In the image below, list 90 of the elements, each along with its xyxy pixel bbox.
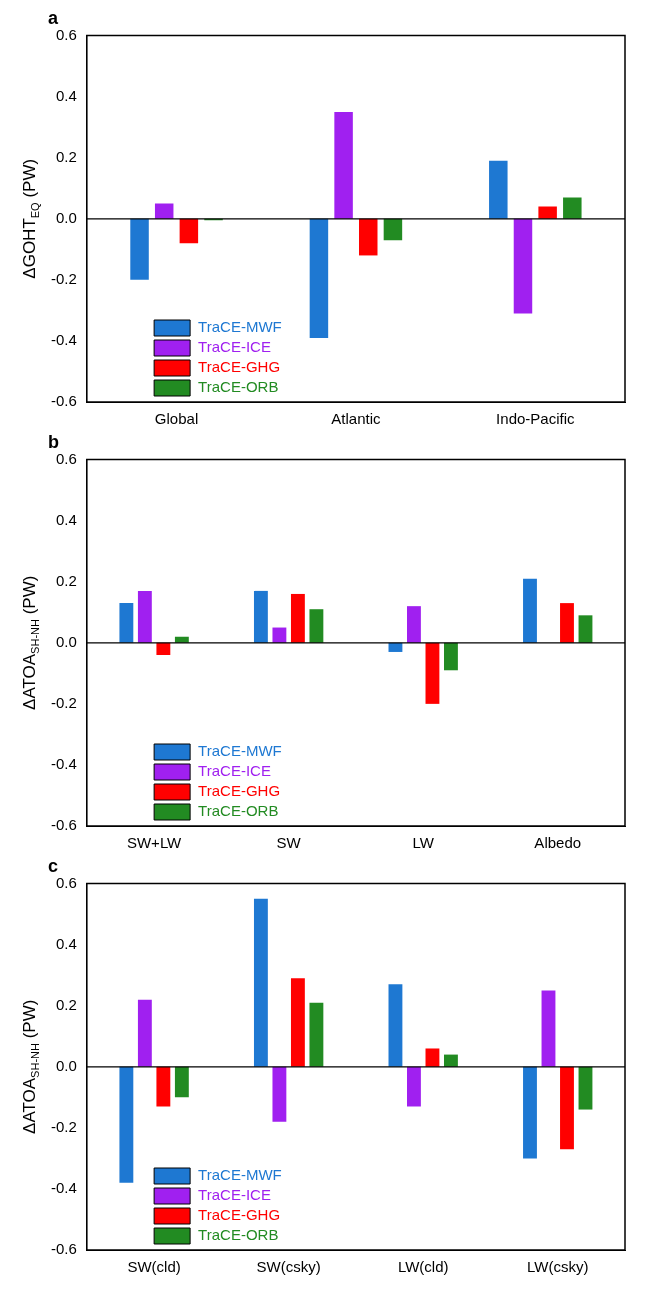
bar	[425, 1048, 440, 1067]
chart-title: c	[48, 855, 59, 876]
bar	[425, 642, 440, 704]
y-tick-label: 0.0	[55, 632, 77, 650]
legend-label: TraCE-GHG	[198, 358, 281, 376]
y-tick-label: -0.6	[50, 816, 77, 834]
x-tick-label: Global	[154, 410, 199, 428]
bar	[272, 1066, 287, 1122]
legend-label: TraCE-ICE	[198, 338, 271, 356]
legend-label: TraCE-MWF	[198, 318, 282, 336]
y-axis-title: ΔGOHTEQ (PW)	[19, 158, 42, 279]
bar	[444, 642, 458, 671]
bar	[407, 606, 421, 643]
legend-label: TraCE-GHG	[198, 1206, 281, 1224]
x-tick-label: Indo-Pacific	[496, 410, 575, 428]
legend-label: TraCE-ICE	[198, 762, 271, 780]
y-tick-label: -0.6	[50, 1240, 77, 1258]
bar	[523, 1066, 537, 1159]
x-tick-label: SW	[276, 834, 302, 852]
bar	[563, 197, 582, 219]
bar	[383, 218, 403, 241]
bar	[388, 984, 403, 1067]
y-axis-title: ΔATOASH-NH (PW)	[19, 575, 42, 710]
y-tick-label: 0.6	[55, 873, 77, 891]
bar	[156, 1066, 171, 1107]
x-tick-label: Albedo	[534, 834, 582, 852]
x-tick-label: SW+LW	[126, 834, 183, 852]
bar	[359, 218, 378, 256]
bar	[388, 642, 403, 652]
x-tick-label: LW	[412, 834, 435, 852]
legend-label: TraCE-ICE	[198, 1186, 271, 1204]
bar	[174, 1066, 189, 1098]
chart-title: a	[48, 7, 59, 28]
bar	[334, 111, 353, 219]
x-tick-label: SW(csky)	[256, 1258, 321, 1276]
y-tick-label: -0.2	[50, 694, 77, 712]
bar	[578, 1066, 593, 1110]
legend-label: TraCE-MWF	[198, 1166, 282, 1184]
y-tick-label: -0.2	[50, 270, 77, 288]
bar	[513, 218, 533, 314]
bar	[130, 218, 149, 280]
y-tick-label: 0.6	[55, 449, 77, 467]
legend-label: TraCE-ORB	[198, 802, 279, 820]
y-tick-label: 0.0	[55, 208, 77, 226]
x-tick-label: LW(csky)	[527, 1258, 589, 1276]
bar	[290, 978, 305, 1067]
y-tick-label: -0.4	[50, 755, 77, 773]
bar	[290, 593, 305, 643]
legend-label: TraCE-GHG	[198, 782, 281, 800]
bar	[119, 1066, 134, 1183]
x-tick-label: Atlantic	[331, 410, 382, 428]
y-tick-label: 0.6	[55, 25, 77, 43]
bar	[253, 590, 268, 643]
bar	[560, 1066, 574, 1150]
bar	[137, 999, 152, 1067]
bar	[541, 990, 556, 1067]
bar	[523, 578, 537, 643]
y-axis-title: ΔATOASH-NH (PW)	[19, 999, 42, 1134]
legend-label: TraCE-ORB	[198, 1226, 279, 1244]
bar	[137, 590, 152, 643]
y-tick-label: 0.4	[55, 510, 77, 528]
bar	[179, 218, 199, 244]
bar	[309, 1002, 324, 1067]
bar	[444, 1054, 458, 1067]
bar	[407, 1066, 421, 1107]
bar	[309, 218, 329, 338]
legend-label: TraCE-ORB	[198, 378, 279, 396]
bar	[538, 206, 557, 219]
bar	[272, 627, 287, 643]
legend-label: TraCE-MWF	[198, 742, 282, 760]
bar	[578, 615, 593, 643]
x-tick-label: LW(cld)	[397, 1258, 449, 1276]
bar	[309, 609, 324, 643]
x-tick-label: SW(cld)	[127, 1258, 181, 1276]
bar	[253, 898, 268, 1067]
y-tick-label: 0.4	[55, 86, 77, 104]
y-tick-label: 0.0	[55, 1056, 77, 1074]
chart-title: b	[48, 431, 59, 452]
y-tick-label: 0.2	[55, 571, 77, 589]
bar	[119, 603, 134, 643]
bar	[560, 603, 574, 643]
y-tick-label: -0.4	[50, 331, 77, 349]
y-tick-label: 0.2	[55, 995, 77, 1013]
y-tick-label: -0.4	[50, 1179, 77, 1197]
y-tick-label: -0.2	[50, 1118, 77, 1136]
y-tick-label: 0.2	[55, 147, 77, 165]
y-tick-label: -0.6	[50, 392, 77, 410]
bar	[156, 642, 171, 656]
bar	[489, 160, 508, 219]
y-tick-label: 0.4	[55, 934, 77, 952]
